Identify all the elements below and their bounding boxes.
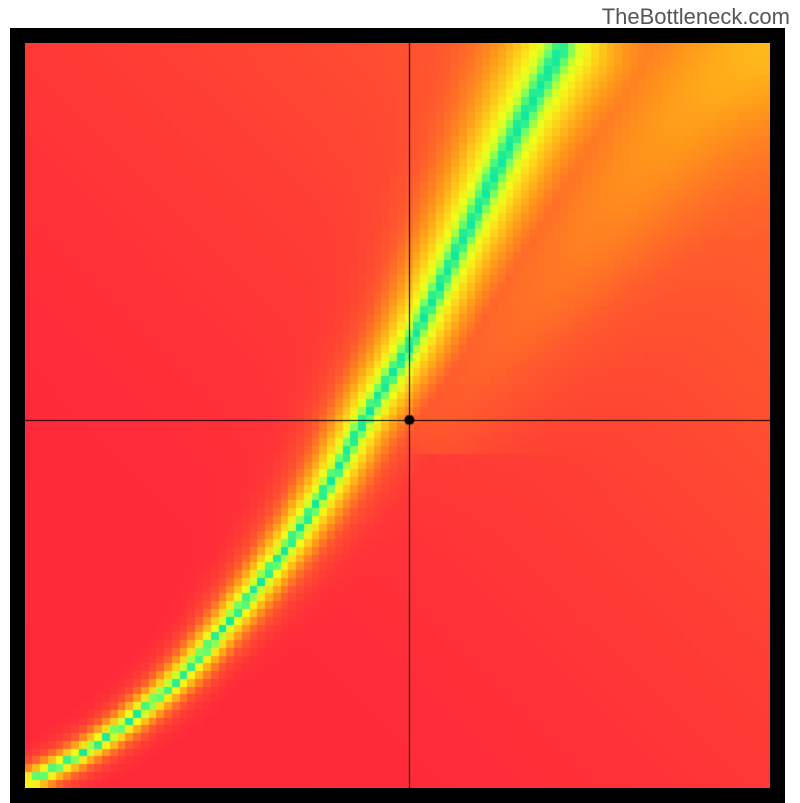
heatmap-frame [10, 28, 785, 803]
bottleneck-heatmap [25, 43, 770, 788]
watermark-text: TheBottleneck.com [602, 4, 790, 30]
